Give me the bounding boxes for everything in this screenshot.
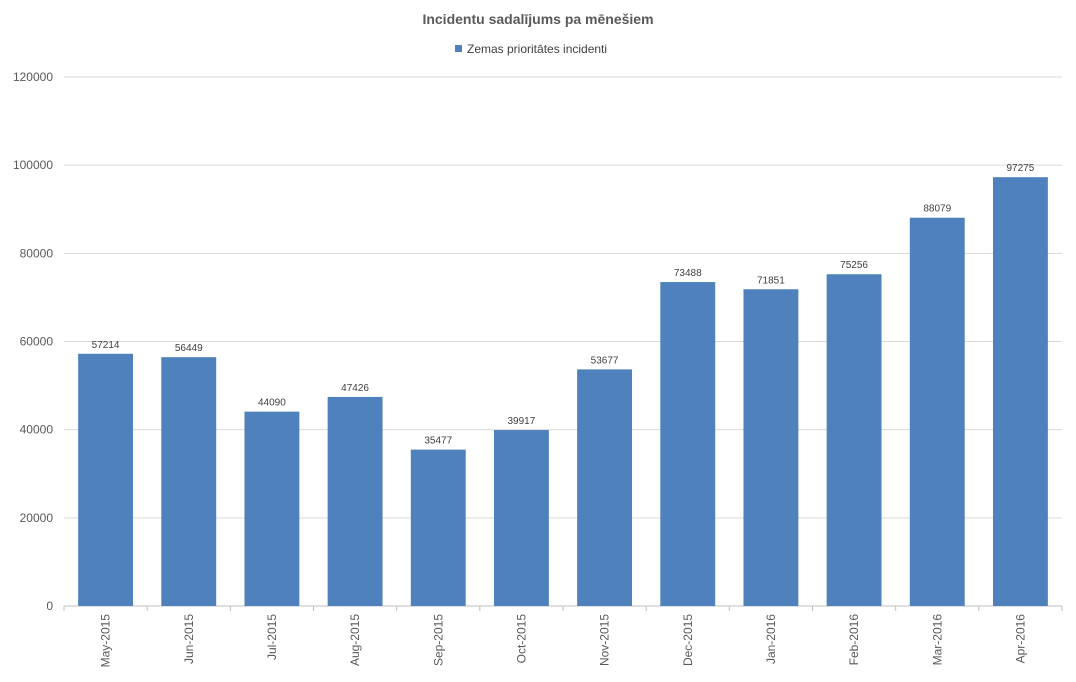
bar — [909, 217, 965, 606]
x-axis-ticks: May-2015 Jun-2015 Jul-2015 Aug-2015 Sep-2015… — [63, 606, 1063, 668]
x-tick-label: Mar-2016 — [930, 614, 944, 666]
x-tick-label: Sep-2015 — [431, 614, 445, 666]
y-tick-label: 20000 — [20, 511, 54, 525]
bar — [743, 289, 799, 606]
legend-swatch — [455, 45, 462, 52]
bar — [826, 274, 882, 606]
y-tick-label: 80000 — [20, 246, 54, 260]
x-tick-label: Feb-2016 — [847, 614, 861, 666]
data-label: 88079 — [923, 204, 951, 215]
bars — [78, 177, 1048, 606]
y-tick-label: 120000 — [13, 70, 53, 84]
x-tick-label: Jul-2015 — [265, 614, 279, 660]
bar — [493, 430, 549, 606]
data-labels: 57214 56449 44090 47426 35477 39917 53677 73488… — [92, 163, 1035, 446]
bar — [78, 353, 134, 606]
data-label: 97275 — [1007, 163, 1035, 174]
chart-title: Incidentu sadalījums pa mēnešiem — [422, 11, 653, 27]
x-tick-label: Dec-2015 — [681, 614, 695, 666]
bar — [992, 177, 1048, 606]
y-tick-label: 100000 — [13, 158, 53, 172]
y-tick-label: 0 — [46, 599, 53, 613]
bar — [660, 282, 716, 606]
bar — [327, 396, 383, 606]
legend: Zemas prioritātes incidenti — [455, 42, 607, 56]
x-tick-label: Aug-2015 — [348, 614, 362, 666]
bar — [161, 357, 217, 606]
data-label: 47426 — [341, 383, 369, 394]
data-label: 57214 — [92, 340, 120, 351]
gridlines — [64, 76, 1062, 607]
data-label: 71851 — [757, 275, 785, 286]
bar — [244, 411, 300, 606]
x-tick-label: May-2015 — [99, 614, 113, 668]
data-label: 73488 — [674, 268, 702, 279]
data-label: 44090 — [258, 398, 286, 409]
data-label: 53677 — [591, 355, 619, 366]
y-tick-label: 60000 — [20, 335, 54, 349]
data-label: 39917 — [508, 416, 536, 427]
x-tick-label: Nov-2015 — [598, 614, 612, 666]
legend-label: Zemas prioritātes incidenti — [467, 42, 607, 56]
x-tick-label: Jan-2016 — [764, 614, 778, 664]
x-tick-label: Jun-2015 — [182, 614, 196, 664]
bar — [410, 449, 466, 606]
data-label: 35477 — [424, 436, 452, 447]
y-axis-ticks: 0 20000 40000 60000 80000 100000 120000 — [13, 70, 53, 613]
x-tick-label: Oct-2015 — [514, 614, 528, 664]
data-label: 75256 — [840, 260, 868, 271]
y-tick-label: 40000 — [20, 423, 54, 437]
bar — [577, 369, 633, 606]
data-label: 56449 — [175, 343, 203, 354]
x-tick-label: Apr-2016 — [1013, 614, 1027, 664]
